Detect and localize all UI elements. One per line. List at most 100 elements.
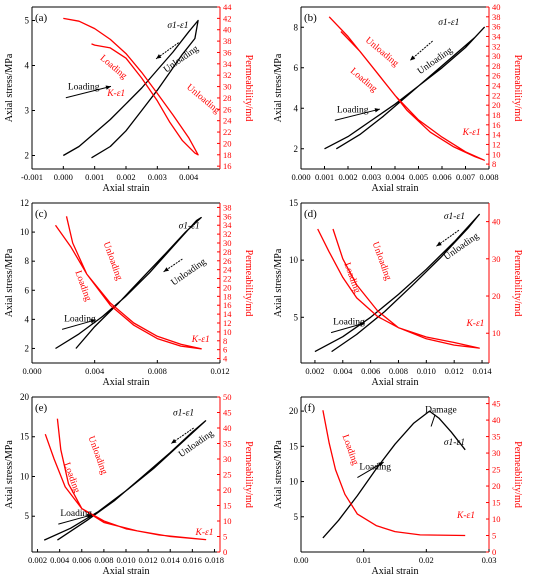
x-tick-label: 0.000 xyxy=(291,172,310,182)
y2-tick-label: 35 xyxy=(223,439,232,449)
y-axis-label: Axial stress/MPa xyxy=(273,440,284,509)
y-tick-label: 5 xyxy=(25,16,30,26)
permeability-curve xyxy=(317,228,480,349)
unloading-arrow-head xyxy=(171,438,177,444)
loading-arrow-head xyxy=(359,322,365,327)
k-label: K-ε1 xyxy=(462,128,481,138)
y2-tick-label: 25 xyxy=(492,465,501,475)
panel-d: 0.002 0.004 0.006 0.008 0.010 0.012 0.014 5 10 15… xyxy=(273,198,523,388)
x-tick-label: 0.004 xyxy=(85,366,105,376)
loading-arrow xyxy=(58,514,93,525)
y2-tick-label: 10 xyxy=(492,514,501,524)
y2-axis-label: Permeability/md xyxy=(512,250,523,317)
x-tick-label: 0.008 xyxy=(148,366,167,376)
panel-a: -0.001 0.000 0.001 0.002 0.003 0.004234516182… xyxy=(4,2,254,194)
loading-arrow xyxy=(357,461,384,479)
y-tick-label: 10 xyxy=(289,255,299,265)
k-label: K-ε1 xyxy=(191,335,210,345)
y2-tick-label: 36 xyxy=(223,211,232,221)
damage-pointer xyxy=(430,414,436,427)
permeability-curve xyxy=(63,17,199,156)
panel-label: (e) xyxy=(35,402,48,414)
panel-label: (a) xyxy=(35,12,48,24)
y-tick-label: 10 xyxy=(289,477,299,487)
y2-tick-label: 22 xyxy=(492,90,501,100)
y2-axis-label: Permeability/md xyxy=(243,250,254,317)
unloading-arrow xyxy=(436,229,460,247)
sigma-label: σ1-ε1 xyxy=(444,212,465,222)
perm-loading-label: Loading xyxy=(61,461,81,494)
y2-tick-label: 20 xyxy=(492,100,501,110)
y2-tick-label: 15 xyxy=(223,501,232,511)
y2-tick-label: 20 xyxy=(223,138,232,148)
y2-tick-label: 16 xyxy=(223,300,232,310)
y2-tick-label: 32 xyxy=(223,70,232,80)
x-axis-label: Axial strain xyxy=(103,566,150,577)
x-tick-label: 0.016 xyxy=(183,555,202,565)
y2-tick-label: 8 xyxy=(492,159,496,169)
x-tick-label: 0.010 xyxy=(417,366,436,376)
panel-label: (d) xyxy=(304,208,317,220)
y-tick-label: 6 xyxy=(294,63,299,73)
y-tick-label: 8 xyxy=(25,256,30,266)
y-axis-label: Axial stress/MPa xyxy=(4,248,15,317)
y-tick-label: 10 xyxy=(20,227,30,237)
x-axis-label: Axial strain xyxy=(372,183,419,194)
y2-tick-label: 32 xyxy=(492,41,501,51)
y2-tick-label: 10 xyxy=(492,328,501,338)
x-axis-label: Axial strain xyxy=(372,377,419,388)
y-tick-label: 4 xyxy=(25,314,30,324)
panel-label: (c) xyxy=(35,208,48,220)
x-axis-label: Axial strain xyxy=(372,566,419,577)
k-label: K-ε1 xyxy=(465,319,484,329)
perm-loading-label: Loading xyxy=(348,66,379,94)
sigma-label: σ1-ε1 xyxy=(167,21,188,31)
panel-c: 0.000 0.004 0.008 0.01224681012468101214161… xyxy=(4,198,254,388)
x-tick-label: 0.01 xyxy=(356,555,371,565)
y2-tick-label: 36 xyxy=(492,22,501,32)
y2-tick-label: 26 xyxy=(223,256,232,266)
unloading-arrow xyxy=(155,42,179,60)
y-tick-label: 5 xyxy=(25,511,30,521)
y2-tick-label: 45 xyxy=(223,408,232,418)
y-tick-label: 15 xyxy=(289,198,299,208)
y2-tick-label: 34 xyxy=(223,59,232,69)
x-tick-label: 0.004 xyxy=(385,172,405,182)
x-tick-label: 0.003 xyxy=(148,172,167,182)
x-tick-label: -0.001 xyxy=(21,172,43,182)
perm-unloading-label: Unloading xyxy=(86,435,109,476)
y-tick-label: 5 xyxy=(294,512,299,522)
loading-arrow-head xyxy=(374,108,380,113)
k-label: K-ε1 xyxy=(106,89,125,99)
x-axis-label: Axial strain xyxy=(103,183,150,194)
unloading-label: Unloading xyxy=(162,44,201,75)
stress-strain-curve xyxy=(43,420,207,541)
y-tick-label: 2 xyxy=(25,151,30,161)
perm-loading-label: Loading xyxy=(98,53,129,81)
y2-tick-label: 16 xyxy=(223,161,232,171)
y-tick-label: 12 xyxy=(20,198,29,208)
perm-loading-label: Loading xyxy=(72,269,92,302)
k-label: K-ε1 xyxy=(195,528,214,538)
y2-tick-label: 12 xyxy=(492,139,501,149)
y-tick-label: 20 xyxy=(289,406,299,416)
y2-tick-label: 5 xyxy=(492,531,496,541)
damage-label: Damage xyxy=(425,406,457,416)
y-tick-label: 20 xyxy=(20,392,30,402)
perm-loading-label: Loading xyxy=(341,261,361,294)
y2-tick-label: 38 xyxy=(223,202,232,212)
x-tick-label: 0.001 xyxy=(315,172,334,182)
y2-tick-label: 26 xyxy=(492,71,501,81)
x-axis-label: Axial strain xyxy=(103,377,150,388)
sigma-label: σ1-ε1 xyxy=(444,438,465,448)
x-tick-label: 0.007 xyxy=(456,172,475,182)
x-tick-label: 0.02 xyxy=(419,555,434,565)
y-tick-label: 8 xyxy=(294,22,299,32)
perm-unloading-label: Unloading xyxy=(370,241,393,282)
y2-tick-label: 30 xyxy=(223,82,232,92)
y-tick-label: 4 xyxy=(294,103,299,113)
x-tick-label: 0.004 xyxy=(50,555,70,565)
y2-tick-label: 40 xyxy=(223,423,232,433)
y-tick-label: 10 xyxy=(20,471,30,481)
x-tick-label: 0.018 xyxy=(205,555,224,565)
